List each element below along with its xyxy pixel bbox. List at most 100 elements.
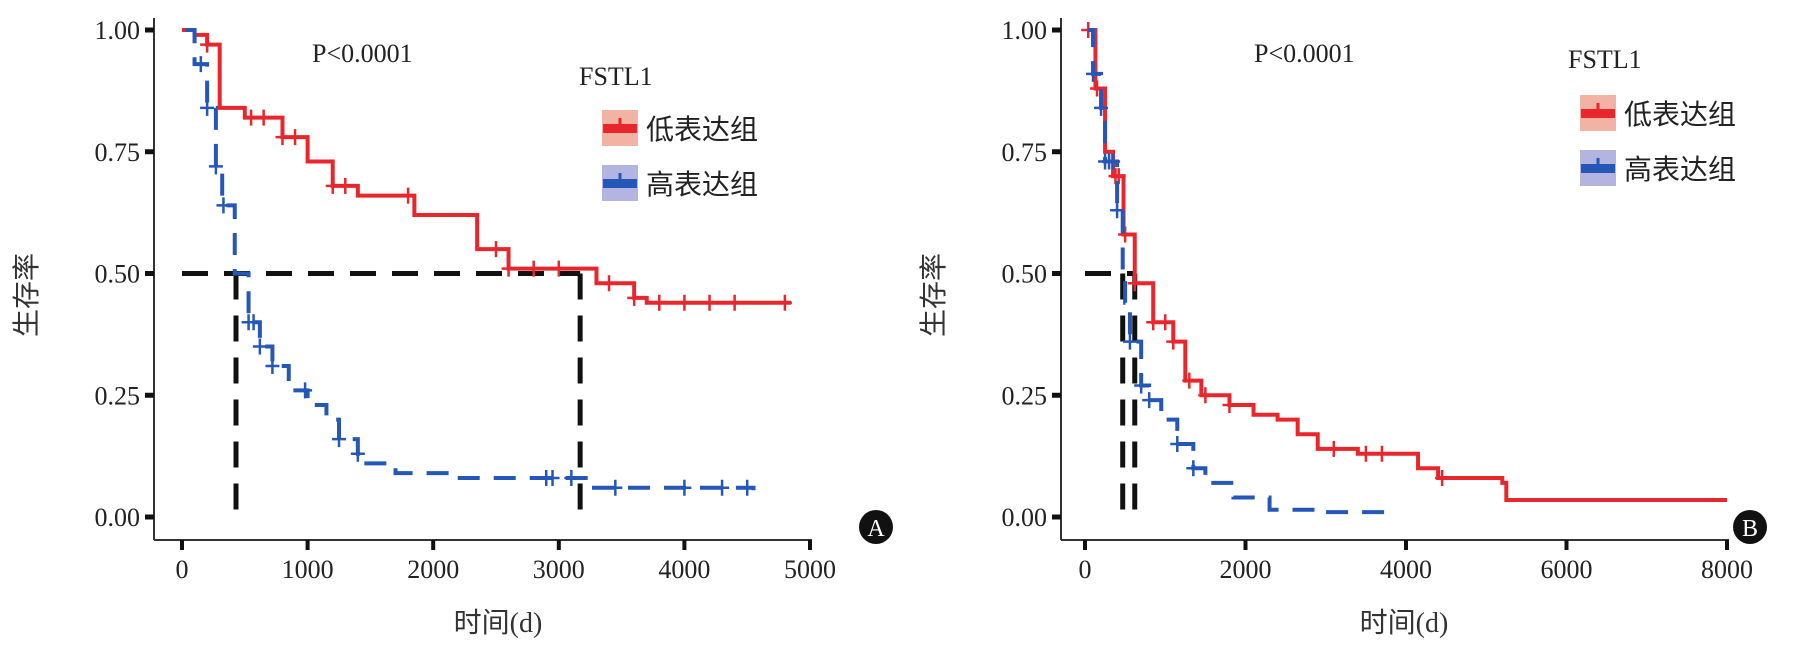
censor-mark [252, 338, 267, 355]
x-tick-label: 2000 [1220, 555, 1272, 584]
censor-mark [275, 129, 290, 146]
x-tick-label: 4000 [1380, 555, 1432, 584]
censor-mark [727, 294, 742, 311]
censor-mark [338, 177, 353, 194]
y-axis-label: 生存率 [11, 253, 43, 337]
censor-mark [193, 56, 208, 73]
censor-mark [1374, 445, 1389, 462]
y-tick-label: 0.00 [1002, 503, 1048, 532]
x-tick-label: 0 [176, 555, 189, 584]
censor-mark [244, 109, 259, 126]
censor-mark [1106, 153, 1121, 170]
censor-mark [526, 260, 541, 277]
y-tick-label: 1.00 [95, 16, 141, 45]
y-tick-label: 0.00 [95, 503, 141, 532]
y-axis-label: 生存率 [918, 253, 950, 337]
p-value: P<0.0001 [312, 39, 413, 68]
censor-mark [1142, 392, 1157, 409]
censor-mark [1122, 333, 1137, 350]
censor-mark [1158, 314, 1173, 331]
censor-mark [1090, 80, 1105, 97]
legend-label: 低表达组 [646, 114, 758, 146]
censor-mark [715, 479, 730, 496]
censor-mark [401, 187, 416, 204]
legend-label: 高表达组 [646, 169, 758, 201]
censor-mark [332, 431, 346, 448]
censor-mark [216, 197, 231, 214]
survival-curve-low [182, 28, 792, 305]
censor-mark [265, 358, 280, 375]
legend-key-line [1581, 164, 1615, 173]
censor-mark [702, 294, 717, 311]
censor-mark [200, 36, 215, 53]
censor-mark [777, 294, 792, 311]
censor-mark [545, 470, 560, 487]
censor-mark [1435, 470, 1450, 487]
x-tick-label: 5000 [784, 555, 836, 584]
censor-mark [740, 479, 755, 496]
censor-mark [325, 177, 340, 194]
x-axis-label: 时间(d) [1360, 607, 1449, 639]
censor-mark [288, 129, 303, 146]
survival-curve-high [185, 28, 756, 491]
x-tick-label: 3000 [533, 555, 585, 584]
censor-mark [1326, 440, 1341, 457]
censor-mark [501, 260, 516, 277]
censor-mark [1198, 387, 1213, 404]
legend-key-line [603, 124, 637, 133]
censor-mark [1222, 396, 1237, 413]
censor-mark [246, 314, 261, 331]
legend-label: 高表达组 [1624, 154, 1736, 186]
legend-title: FSTL1 [579, 62, 653, 91]
censor-mark [1127, 275, 1142, 292]
censor-mark [608, 479, 623, 496]
y-tick-label: 0.50 [1002, 260, 1048, 289]
censor-mark [551, 260, 566, 277]
x-tick-label: 6000 [1541, 555, 1593, 584]
censor-mark [652, 294, 667, 311]
panel-b: 0.00 0.25 0.50 0.75 1.00 0 2000 4000 6000 8000 P<0… [918, 16, 1767, 639]
panel-label-badge [1733, 510, 1767, 544]
censor-mark [1170, 435, 1185, 452]
x-axis-label: 时间(d) [454, 607, 543, 639]
panel-label: B [1742, 516, 1758, 542]
censor-mark [1094, 99, 1109, 116]
censor-mark [564, 470, 579, 487]
y-tick-label: 0.75 [95, 138, 141, 167]
y-tick-label: 0.75 [1002, 138, 1048, 167]
legend-key-line [603, 179, 637, 188]
censor-mark [1134, 377, 1149, 394]
p-value: P<0.0001 [1254, 39, 1355, 68]
censor-mark [677, 479, 692, 496]
censor-mark [1186, 460, 1201, 477]
censor-mark [350, 445, 365, 462]
censor-mark [208, 158, 223, 175]
legend-title: FSTL1 [1568, 45, 1642, 74]
x-tick-label: 1000 [282, 555, 334, 584]
panel-label: A [867, 516, 885, 542]
x-tick-label: 2000 [407, 555, 459, 584]
censor-mark [1358, 445, 1373, 462]
panel-a: 0.00 0.25 0.50 0.75 1.00 0 1000 2000 3000 4000 500… [11, 16, 893, 639]
censor-mark [1118, 226, 1133, 243]
censor-mark [200, 99, 215, 116]
censor-mark [1146, 314, 1161, 331]
censor-mark [1182, 372, 1197, 389]
censor-mark [627, 289, 642, 306]
y-tick-label: 0.50 [95, 260, 141, 289]
legend-label: 低表达组 [1624, 99, 1736, 131]
censor-mark [1166, 333, 1181, 350]
x-tick-label: 0 [1079, 555, 1092, 584]
x-tick-label: 4000 [658, 555, 710, 584]
censor-mark [489, 241, 503, 258]
x-tick-label: 8000 [1701, 555, 1753, 584]
legend-key-line [1581, 109, 1615, 118]
y-tick-label: 0.25 [95, 381, 141, 410]
censor-mark [602, 275, 617, 292]
censor-mark [677, 294, 692, 311]
censor-mark [1086, 65, 1101, 82]
censor-mark [1110, 202, 1125, 219]
censor-mark [256, 109, 271, 126]
censor-mark [298, 382, 313, 399]
